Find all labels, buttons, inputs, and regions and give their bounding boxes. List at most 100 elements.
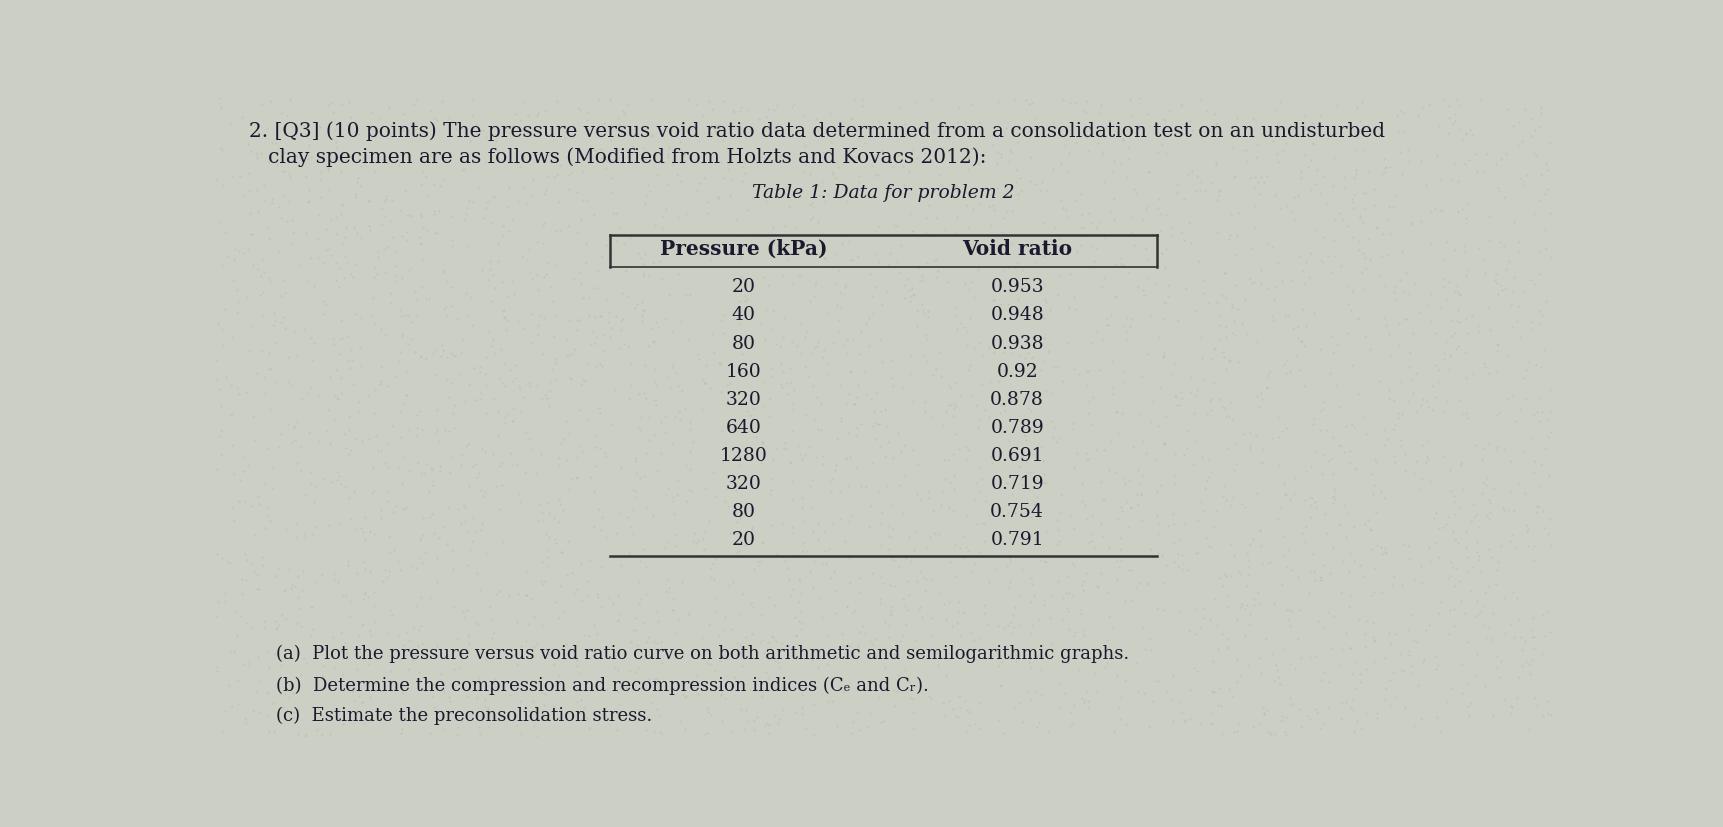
Point <box>1232 547 1260 560</box>
Point <box>1428 281 1456 294</box>
Point <box>1168 98 1196 111</box>
Point <box>1284 633 1311 646</box>
Point <box>1022 112 1049 126</box>
Point <box>1308 467 1335 480</box>
Point <box>675 606 703 619</box>
Point <box>1201 505 1228 519</box>
Point <box>253 500 281 514</box>
Point <box>445 676 472 690</box>
Point <box>729 723 756 736</box>
Point <box>389 108 417 121</box>
Point <box>386 304 414 318</box>
Point <box>992 206 1020 219</box>
Point <box>401 346 429 359</box>
Point <box>565 105 593 118</box>
Point <box>1502 592 1530 605</box>
Point <box>1299 413 1327 426</box>
Point <box>1473 301 1501 314</box>
Point <box>1117 501 1144 514</box>
Point <box>322 274 350 287</box>
Point <box>277 436 305 449</box>
Point <box>1194 297 1222 310</box>
Point <box>1208 289 1235 302</box>
Point <box>731 167 758 180</box>
Point <box>458 197 486 210</box>
Point <box>243 583 271 596</box>
Point <box>839 715 867 729</box>
Point <box>651 426 679 439</box>
Point <box>257 363 284 376</box>
Point <box>910 275 937 288</box>
Point <box>1006 619 1034 632</box>
Point <box>822 607 849 620</box>
Point <box>217 117 245 131</box>
Point <box>429 264 457 277</box>
Point <box>693 196 720 209</box>
Point <box>374 241 401 255</box>
Point <box>1516 274 1544 287</box>
Point <box>706 689 734 702</box>
Point <box>994 619 1022 632</box>
Point <box>1232 599 1260 612</box>
Point <box>377 420 405 433</box>
Point <box>455 377 482 390</box>
Point <box>939 703 967 716</box>
Point <box>941 397 968 410</box>
Point <box>1484 185 1511 198</box>
Point <box>1299 307 1327 320</box>
Point <box>307 191 334 204</box>
Point <box>1096 206 1123 219</box>
Point <box>1442 304 1470 318</box>
Point <box>327 478 355 491</box>
Point <box>860 155 887 168</box>
Point <box>1337 197 1365 210</box>
Point <box>529 686 557 700</box>
Point <box>822 459 849 472</box>
Point <box>532 391 560 404</box>
Point <box>913 355 941 368</box>
Point <box>748 537 775 550</box>
Point <box>1117 227 1144 241</box>
Point <box>594 551 622 564</box>
Point <box>727 270 755 283</box>
Point <box>593 645 620 658</box>
Point <box>575 309 603 323</box>
Point <box>644 321 672 334</box>
Point <box>1434 127 1461 141</box>
Point <box>327 154 355 167</box>
Point <box>1390 665 1418 678</box>
Point <box>1330 627 1358 640</box>
Point <box>415 510 443 523</box>
Point <box>462 457 489 471</box>
Point <box>1242 429 1270 442</box>
Point <box>470 446 498 459</box>
Point <box>507 728 534 741</box>
Point <box>615 152 643 165</box>
Point <box>636 411 663 424</box>
Point <box>970 518 998 531</box>
Point <box>706 386 734 399</box>
Point <box>1466 94 1494 108</box>
Point <box>226 246 253 259</box>
Point <box>794 441 822 454</box>
Point <box>767 357 794 370</box>
Point <box>1458 585 1485 598</box>
Point <box>355 657 383 671</box>
Point <box>1520 409 1547 422</box>
Point <box>426 205 453 218</box>
Point <box>358 292 386 305</box>
Point <box>1516 130 1544 143</box>
Point <box>1490 693 1518 706</box>
Point <box>617 664 644 677</box>
Point <box>625 555 653 568</box>
Point <box>1482 662 1509 675</box>
Point <box>233 291 260 304</box>
Point <box>1451 269 1478 282</box>
Point <box>255 646 283 659</box>
Point <box>1101 466 1129 479</box>
Point <box>1268 425 1296 438</box>
Point <box>632 392 660 405</box>
Point <box>663 269 691 282</box>
Point <box>998 615 1025 629</box>
Point <box>1096 308 1123 322</box>
